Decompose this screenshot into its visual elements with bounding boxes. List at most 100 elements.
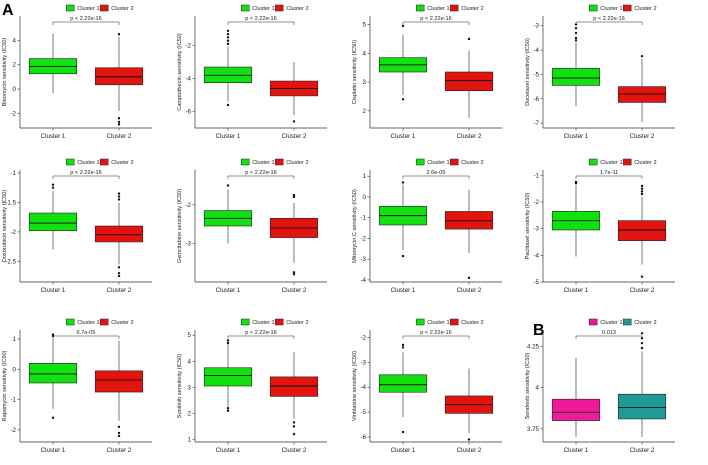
box-body	[444, 211, 494, 230]
x-tick-label: Cluster 2	[282, 287, 307, 294]
y-axis-label: Vinblastine sensitivity (IC50)	[352, 351, 358, 421]
y-tick-label: -6	[360, 434, 366, 441]
box-body	[551, 398, 601, 421]
outlier-point	[640, 341, 644, 345]
significance-bracket	[575, 21, 643, 25]
y-tick-label: -1	[10, 170, 16, 177]
outlier-point	[401, 254, 405, 258]
y-axis-label: Sorafenib sensitivity (IC50)	[525, 352, 531, 419]
outlier-point	[640, 192, 644, 196]
chart-panel-1: Cluster 1 Cluster 2 -2 0 2 4 Bleomycin sensiti…	[2, 4, 152, 140]
legend-swatch	[449, 318, 459, 326]
outlier-point	[226, 341, 230, 345]
y-tick-label: -2	[360, 235, 366, 242]
outlier-point	[401, 24, 405, 28]
legend-label: Cluster 1	[252, 160, 274, 166]
legend-label: Cluster 2	[461, 6, 483, 12]
outlier-point	[292, 273, 296, 276]
outlier-point	[117, 195, 121, 198]
box-body	[269, 376, 319, 397]
box-body	[203, 367, 253, 387]
outlier-point	[401, 430, 405, 434]
outlier-point	[292, 425, 296, 428]
y-tick-label: 4	[363, 50, 367, 57]
outlier-point	[467, 276, 471, 280]
legend-swatch	[588, 318, 598, 326]
significance-bracket	[402, 175, 470, 179]
outlier-point	[51, 186, 55, 189]
y-tick-label: 1	[188, 436, 192, 443]
outlier-point	[226, 339, 230, 342]
outlier-point	[117, 425, 121, 429]
legend-label: Cluster 1	[600, 160, 622, 166]
legend-swatch	[415, 158, 425, 166]
outlier-point	[640, 190, 644, 193]
outlier-point	[117, 123, 121, 126]
x-tick-label: Cluster 2	[107, 133, 132, 140]
y-tick-label: 5	[363, 22, 367, 29]
box-body	[551, 68, 601, 86]
y-tick-label: 5	[188, 332, 192, 339]
legend-label: Cluster 2	[111, 320, 133, 326]
y-tick-label: 0	[13, 86, 17, 93]
significance-bracket	[575, 335, 643, 339]
legend-label: Cluster 2	[111, 6, 133, 12]
x-tick-label: Cluster 2	[457, 447, 482, 454]
outlier-point	[226, 184, 230, 187]
x-tick-label: Cluster 1	[41, 287, 66, 294]
outlier-point	[640, 275, 644, 278]
outlier-point	[226, 409, 230, 412]
x-tick-label: Cluster 1	[216, 447, 241, 454]
y-tick-label: 2	[13, 62, 17, 69]
legend-label: Cluster 1	[252, 6, 274, 12]
outlier-point	[574, 31, 578, 35]
box-body	[28, 212, 78, 232]
legend-swatch	[240, 318, 250, 326]
box-body	[94, 370, 144, 393]
outlier-point	[51, 183, 55, 186]
p-value-label: 6.7e-05	[77, 330, 96, 336]
legend-swatch	[99, 4, 109, 12]
chart-panel-11: Cluster 1 Cluster 2 -6 -5 -4 -3 -2 Vinblastine …	[352, 318, 502, 454]
x-tick-label: Cluster 1	[391, 287, 416, 294]
p-value-label: 1.7e-11	[600, 170, 619, 176]
x-tick-label: Cluster 2	[457, 133, 482, 140]
y-tick-label: 3	[363, 79, 367, 86]
outlier-point	[117, 431, 121, 435]
legend-swatch	[622, 318, 632, 326]
outlier-point	[292, 193, 296, 197]
y-tick-label: -5	[360, 409, 366, 416]
legend-swatch	[588, 4, 598, 12]
chart-panel-8: Cluster 1 Cluster 2 -5 -4 -3 -2 -1 Paclitaxel s…	[525, 158, 675, 294]
chart-panel-10: Cluster 1 Cluster 2 1 2 3 4 5 Sunitinib sensiti…	[177, 318, 327, 454]
x-tick-label: Cluster 1	[564, 287, 589, 294]
legend-swatch	[65, 318, 75, 326]
x-tick-label: Cluster 2	[457, 287, 482, 294]
legend-label: Cluster 2	[634, 6, 656, 12]
panel-label-a: A	[2, 2, 14, 19]
y-tick-label: -2	[185, 43, 191, 50]
outlier-point	[640, 187, 644, 190]
y-axis-label: Docetaxel sensitivity (IC50)	[525, 38, 531, 106]
outlier-point	[117, 434, 121, 438]
outlier-point	[51, 333, 55, 336]
significance-bracket	[52, 335, 120, 339]
outlier-point	[226, 103, 230, 107]
outlier-point	[401, 343, 405, 347]
legend-swatch	[622, 4, 632, 12]
legend-swatch	[588, 158, 598, 166]
y-tick-label: 0	[13, 366, 17, 373]
legend-label: Cluster 2	[286, 320, 308, 326]
legend-label: Cluster 2	[286, 6, 308, 12]
y-tick-label: 4.25	[527, 343, 540, 350]
legend-swatch	[99, 158, 109, 166]
y-tick-label: 4	[536, 385, 540, 392]
y-tick-label: -2.5	[5, 258, 16, 265]
significance-bracket	[227, 21, 295, 25]
x-tick-label: Cluster 1	[391, 133, 416, 140]
legend-label: Cluster 2	[286, 160, 308, 166]
outlier-point	[226, 39, 230, 42]
p-value-label: p < 2.22e-16	[420, 16, 452, 22]
x-tick-label: Cluster 1	[564, 447, 589, 454]
